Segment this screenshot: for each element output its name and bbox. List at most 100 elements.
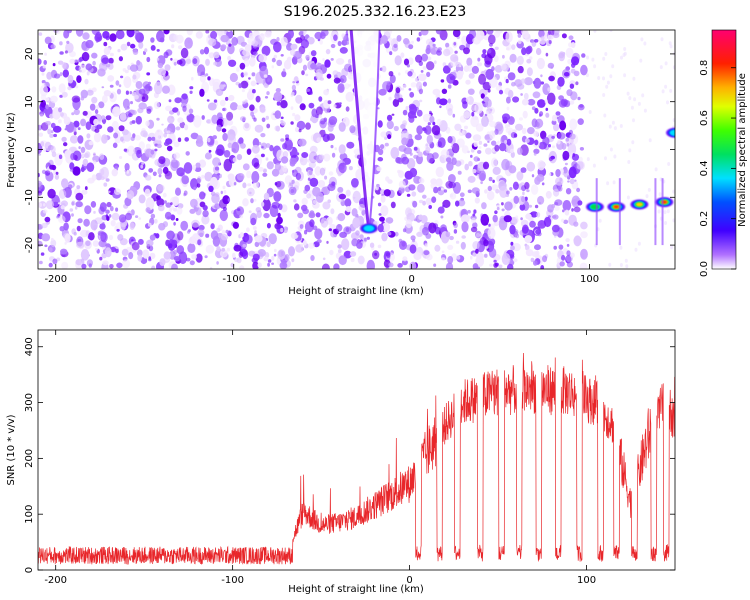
colorbar-tick-label: 0.4 [699,160,710,176]
spectrogram-blob [263,256,269,262]
spectrogram-blob [467,189,472,194]
spectrogram-blob [242,48,251,57]
spectrogram-blob [251,72,256,77]
spectrogram-blob [50,44,56,49]
spectrogram-blob [380,205,389,217]
spectrogram-blob [126,30,135,38]
spectrogram-blob [355,230,360,236]
spectrogram-blob [280,100,288,109]
spectrogram-blob [454,123,462,131]
spectrogram-blob [487,49,492,54]
spectrogram-blob [351,238,359,247]
spectrogram-blob [199,75,206,83]
spectrogram-blob [142,249,150,259]
spectrogram-blob [602,56,606,61]
spectrogram-blob [212,235,221,247]
spectrogram-blob [131,120,136,124]
spectrogram-blob [157,68,167,76]
spectrogram-blob [204,152,212,160]
spectrogram-blob [105,209,110,214]
spectrogram-blob [71,213,74,217]
spectrogram-blob [290,43,298,50]
spectrogram-blob [569,100,575,105]
spectrogram-blob [401,87,405,91]
spectrogram-blob [467,175,476,183]
spectrogram-blob [668,41,672,46]
spectrogram-blob [507,263,514,269]
spectrogram-blob [123,76,132,89]
spectrogram-blob [372,250,380,260]
spectrogram-blob [496,204,500,209]
spectrogram-blob [258,166,264,172]
spectrogram-blob [517,65,524,74]
spectrogram-blob [269,144,274,152]
spectrogram-blob [511,81,516,87]
spectrogram-blob [249,104,255,111]
spectrogram-blob [481,202,487,210]
spectrogram-blob [107,75,115,82]
spectrogram-blob [388,71,394,77]
spectrogram-blob [577,118,584,125]
spectrogram-blob [366,259,375,269]
spectrogram-blob [156,49,160,52]
spectrogram-blob [322,257,326,261]
spectrogram-blob [428,222,437,234]
spectrogram-blob [50,239,57,248]
spectrogram-blob [475,232,481,238]
spectrogram-blob [50,95,58,104]
spectrogram-blob [477,157,480,162]
spectrogram-blob [109,84,114,88]
spectrogram-blob [168,99,172,103]
spectrogram-blob [233,244,242,252]
spectrogram-blob [577,200,583,206]
spectrogram-blob [525,46,532,55]
spectrogram-blob [84,151,91,159]
spectrogram-blob [145,207,151,213]
spectrogram-blob [485,147,492,155]
spectrogram-blob [387,179,393,184]
spectrogram-blob [294,114,301,122]
spectrogram-blob [110,220,116,227]
spectrogram-blob [310,50,317,57]
spectrogram-blob [190,132,199,140]
spectrogram-blob [569,133,576,140]
spectrogram-blob [408,184,416,191]
spectrogram-blob [471,187,480,194]
spectrogram-blob [292,112,296,117]
spectrogram-blob [524,196,528,201]
spectrogram-blob [580,64,588,76]
spectrogram-blob [623,47,627,51]
spectrogram-blob [86,162,95,172]
spectrogram-blob [173,256,181,261]
spectrogram-blob [244,99,248,104]
spectrogram-blob [419,36,423,40]
spectrogram-blob [530,257,535,263]
spectrogram-blob [552,214,559,220]
spectrogram-blob [447,108,453,116]
spectrogram-blob [359,234,364,240]
spectrogram-blob [264,96,269,99]
spectrogram-blob [426,253,433,261]
spectrogram-blob [520,217,523,221]
spectrogram-blob [547,62,555,69]
spectrogram-blob [305,73,309,77]
spectrogram-blob [630,105,634,110]
spectrogram-blob [335,58,345,65]
spectrogram-blob [246,187,255,197]
spectrogram-blob [316,239,322,244]
spectrogram-blob [134,30,140,35]
spectrogram-blob [228,43,232,47]
spectrogram-blob [137,107,144,114]
spectrogram-blob [199,49,205,55]
spectrogram-blob [102,31,110,39]
spectrogram-blob [341,238,350,251]
spectrogram-blob [330,43,336,49]
spectrogram-blob [494,65,503,73]
spectrogram-blob [266,161,274,170]
spectrogram-blob [202,210,209,218]
spectrogram-blob [63,222,69,231]
spectrogram-blob [205,58,210,66]
spectrogram-blob [554,205,560,211]
spectrogram-blob [115,207,119,212]
spectrogram-blob [248,77,251,80]
